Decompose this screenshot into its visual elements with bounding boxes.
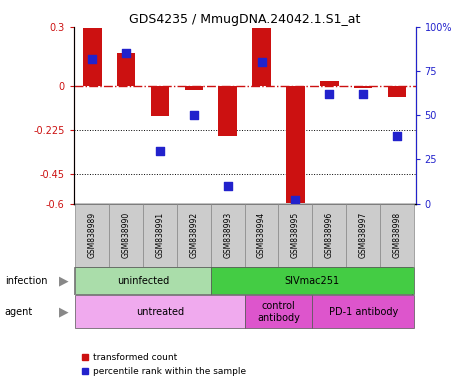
Text: GSM838998: GSM838998	[392, 212, 401, 258]
Point	[393, 133, 401, 139]
Text: ▶: ▶	[59, 274, 69, 287]
Bar	[211, 267, 414, 294]
Bar	[245, 204, 278, 267]
Point	[325, 91, 333, 97]
Bar	[313, 295, 414, 328]
Bar	[278, 204, 313, 267]
Text: GSM838990: GSM838990	[122, 212, 131, 258]
Bar	[320, 81, 339, 86]
Point	[224, 183, 231, 189]
Bar	[117, 53, 135, 86]
Bar	[76, 267, 211, 294]
Bar	[218, 86, 237, 136]
Legend: transformed count, percentile rank within the sample: transformed count, percentile rank withi…	[78, 350, 249, 379]
Text: SIVmac251: SIVmac251	[285, 276, 340, 286]
Text: GSM838997: GSM838997	[359, 212, 368, 258]
Bar	[354, 86, 372, 88]
Text: agent: agent	[5, 307, 33, 317]
Text: GSM838994: GSM838994	[257, 212, 266, 258]
Point	[360, 91, 367, 97]
Text: GSM838992: GSM838992	[190, 212, 199, 258]
Bar	[109, 204, 143, 267]
Bar	[151, 86, 169, 116]
Bar	[252, 28, 271, 86]
Bar	[184, 86, 203, 90]
Text: GSM838995: GSM838995	[291, 212, 300, 258]
Text: GSM838991: GSM838991	[155, 212, 164, 258]
Text: control
antibody: control antibody	[257, 301, 300, 323]
Bar	[143, 204, 177, 267]
Point	[88, 56, 96, 62]
Bar	[380, 204, 414, 267]
Bar	[211, 204, 245, 267]
Text: PD-1 antibody: PD-1 antibody	[329, 307, 398, 317]
Text: untreated: untreated	[136, 307, 184, 317]
Point	[292, 197, 299, 203]
Bar	[76, 204, 109, 267]
Text: ▶: ▶	[59, 305, 69, 318]
Bar	[286, 86, 305, 202]
Bar	[313, 204, 346, 267]
Point	[190, 112, 198, 118]
Bar	[245, 295, 313, 328]
Bar	[346, 204, 380, 267]
Text: GSM838996: GSM838996	[325, 212, 334, 258]
Bar	[177, 204, 211, 267]
Bar	[76, 295, 245, 328]
Point	[258, 59, 266, 65]
Point	[122, 50, 130, 56]
Title: GDS4235 / MmugDNA.24042.1.S1_at: GDS4235 / MmugDNA.24042.1.S1_at	[129, 13, 361, 26]
Bar	[388, 86, 406, 96]
Text: GSM838989: GSM838989	[88, 212, 97, 258]
Bar	[83, 28, 102, 86]
Text: uninfected: uninfected	[117, 276, 169, 286]
Point	[156, 147, 164, 154]
Text: GSM838993: GSM838993	[223, 212, 232, 258]
Text: infection: infection	[5, 276, 47, 286]
